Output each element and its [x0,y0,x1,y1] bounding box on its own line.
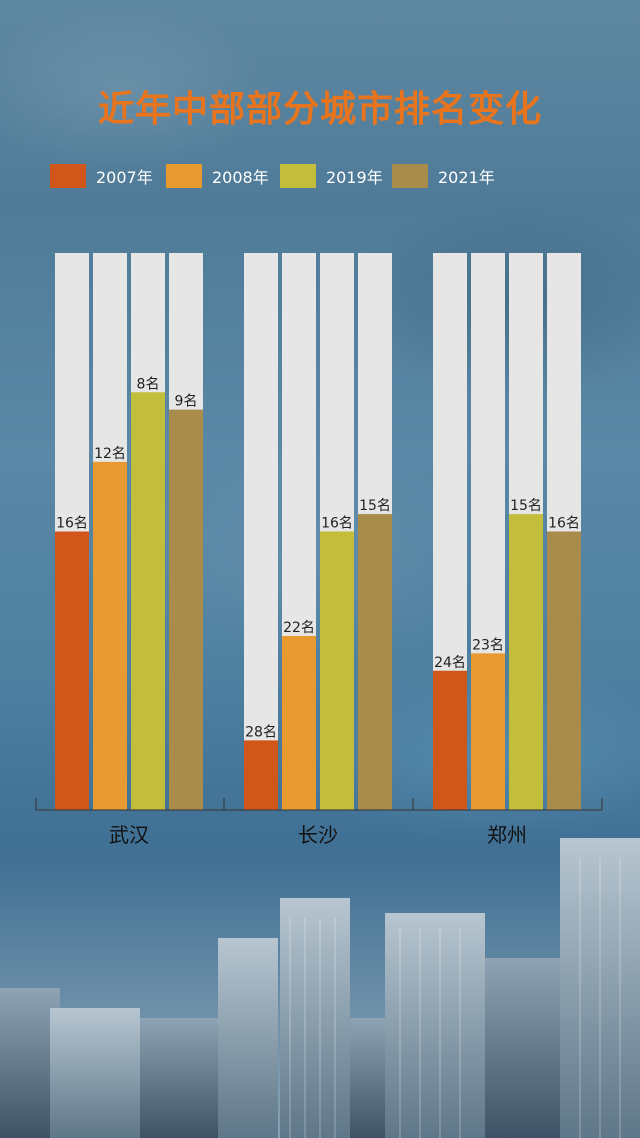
data-label: 8名 [137,376,160,392]
bar [131,392,165,810]
chart-title: 近年中部部分城市排名变化 [97,89,542,130]
data-label: 15名 [359,498,391,514]
data-label: 15名 [510,498,542,514]
legend-swatch-2021 [392,164,428,188]
data-label: 22名 [283,620,315,636]
bar [169,409,203,810]
bar [55,531,89,810]
data-label: 9名 [175,394,198,410]
city-skyline-image [0,838,640,1138]
bar [320,531,354,810]
legend: 2007年 2008年 2019年 2021年 [50,164,610,188]
bar [282,635,316,810]
legend-item-2007: 2007年 [50,164,153,188]
legend-label-2021: 2021年 [438,168,495,187]
bar [93,461,127,810]
bar [471,653,505,810]
legend-label-2019: 2019年 [326,168,383,187]
bar [358,514,392,810]
data-label: 12名 [94,446,126,462]
legend-item-2019: 2019年 [280,164,383,188]
x-tick-label: 郑州 [487,823,527,847]
data-label: 28名 [245,724,277,740]
legend-label-2008: 2008年 [212,168,269,187]
x-tick-label: 武汉 [109,823,149,847]
data-label: 16名 [321,516,353,532]
legend-swatch-2007 [50,164,86,188]
bar-track [244,253,278,810]
data-label: 16名 [548,516,580,532]
bar [244,740,278,810]
bar [433,670,467,810]
data-label: 16名 [56,516,88,532]
legend-label-2007: 2007年 [96,168,153,187]
data-label: 23名 [472,637,504,653]
bar [509,514,543,810]
legend-item-2021: 2021年 [392,164,495,188]
x-tick-label: 长沙 [298,823,338,847]
data-label: 24名 [434,655,466,671]
bar [547,531,581,810]
legend-swatch-2008 [166,164,202,188]
legend-item-2008: 2008年 [166,164,269,188]
legend-swatch-2019 [280,164,316,188]
